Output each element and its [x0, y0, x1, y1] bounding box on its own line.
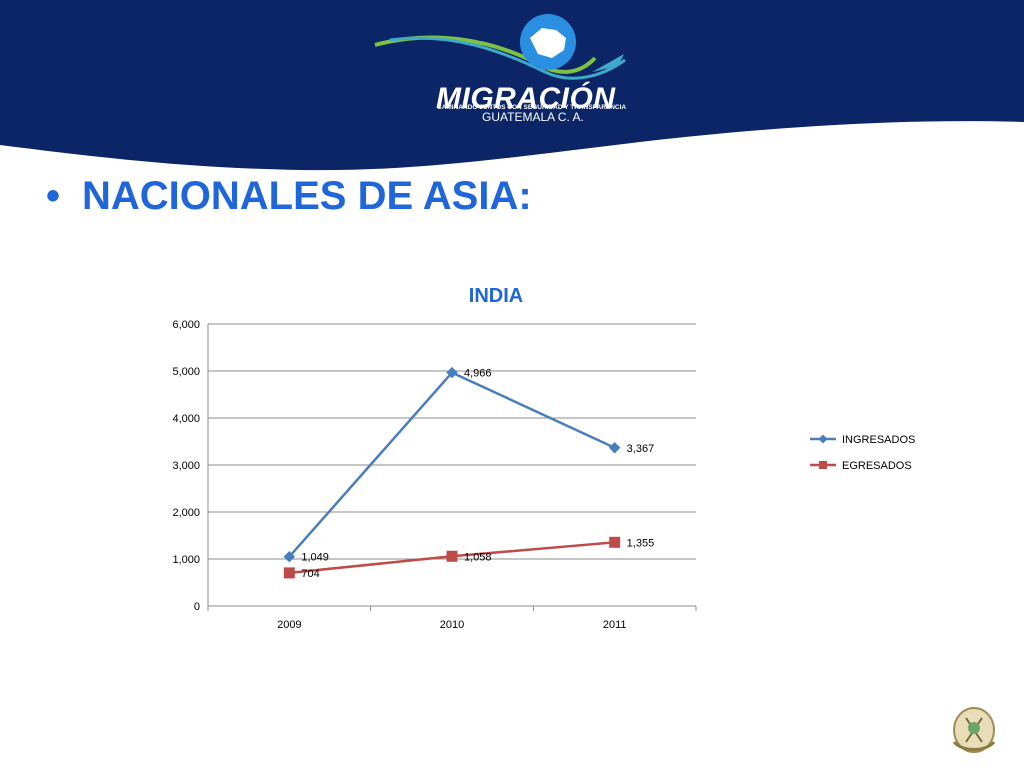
x-tick-label: 2009: [277, 619, 301, 631]
x-tick-label: 2011: [603, 619, 627, 631]
y-tick-label: 2,000: [172, 507, 200, 519]
logo-tagline: CAMINANDO JUNTOS CON SEGURIDAD Y TRANSPA…: [437, 104, 627, 111]
chart-axes: 0 1,000 2,000 3,000 4,000 5,000 6,000 2009 2010 2…: [172, 319, 697, 631]
legend-label: EGRESADOS: [842, 460, 912, 472]
data-point: [283, 550, 296, 563]
logo-country-shape: [530, 28, 566, 58]
legend-marker: [819, 461, 827, 469]
data-label: 704: [301, 568, 319, 580]
y-tick-label: 6,000: [172, 319, 200, 331]
data-label: 1,058: [464, 551, 492, 563]
chart-gridlines: [208, 323, 696, 560]
chart-legend: INGRESADOS EGRESADOS: [810, 434, 915, 472]
migracion-logo: [374, 14, 626, 80]
y-tick-label: 1,000: [172, 554, 200, 566]
chart-title: INDIA: [469, 285, 523, 307]
header-banner: [0, 0, 1024, 171]
section-heading: • NACIONALES DE ASIA:: [46, 174, 532, 219]
data-label: 1,049: [301, 552, 329, 564]
bullet-point: •: [46, 174, 61, 218]
coat-of-arms-emblem: [952, 707, 996, 753]
y-tick-label: 3,000: [172, 460, 200, 472]
chart-series: 1,049 4,966 3,367 704 1,058 1,355: [283, 366, 655, 580]
data-point: [446, 366, 458, 379]
data-label: 4,966: [464, 368, 492, 380]
data-point: [283, 567, 295, 579]
data-point: [608, 442, 621, 454]
logo-country: GUATEMALA C. A.: [482, 110, 584, 124]
data-label: 1,355: [627, 537, 655, 549]
y-tick-label: 5,000: [172, 366, 200, 378]
heading-text: NACIONALES DE ASIA:: [82, 174, 532, 218]
logo-swoosh-teal: [389, 36, 626, 80]
data-point: [609, 536, 621, 548]
y-tick-label: 0: [194, 601, 200, 613]
x-tick-label: 2010: [440, 619, 464, 631]
line-chart: INDIA 0 1,000 2,000 3,000 4,000 5,000 6,000 200…: [172, 285, 915, 631]
data-point: [446, 550, 458, 562]
legend-marker: [818, 434, 828, 444]
data-label: 3,367: [627, 443, 655, 455]
logo-wordmark: MIGRACIÓN: [436, 82, 616, 115]
y-tick-label: 4,000: [172, 413, 200, 425]
logo-arrow: [592, 54, 624, 72]
header-background: [0, 0, 1024, 171]
legend-label: INGRESADOS: [842, 434, 915, 446]
